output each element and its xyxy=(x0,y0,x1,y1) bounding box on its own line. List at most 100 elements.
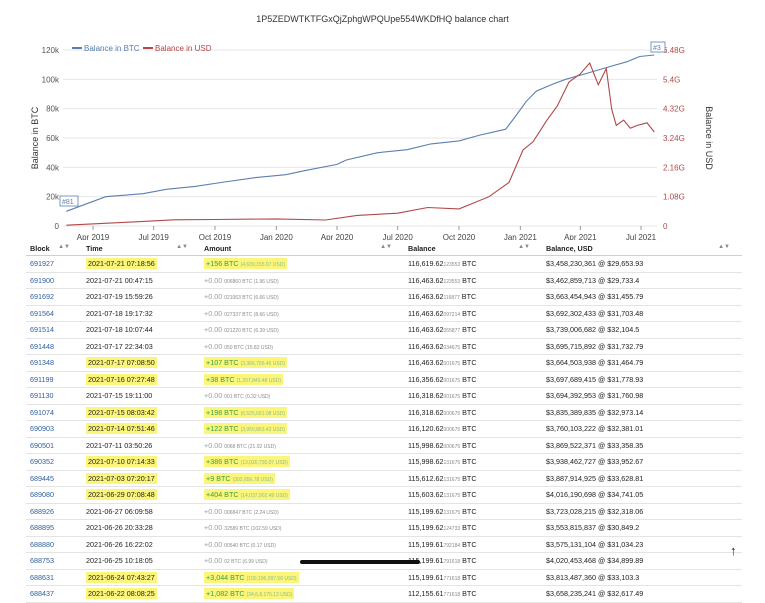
sort-icon[interactable]: ▲▼ xyxy=(518,243,530,250)
block-link[interactable]: 691348 xyxy=(26,354,82,372)
balance-usd-cell: $3,695,715,892 @ $31,732.79 xyxy=(542,338,742,355)
time-cell: 2021-06-24 07:43:27 xyxy=(82,569,200,586)
table-row: 691074 2021-07-15 08:03:42 +198 BTC (6,525… xyxy=(26,404,742,421)
balance-cell: 116,120.62000675 BTC xyxy=(404,420,542,438)
balance-cell: 115,199.61771618 BTC xyxy=(404,569,542,586)
table-row: 691564 2021-07-18 19:17:32 +0.00 027337 BT… xyxy=(26,305,742,322)
block-link[interactable]: 688880 xyxy=(26,536,82,553)
time-cell: 2021-07-16 07:27:48 xyxy=(82,371,200,388)
block-link[interactable]: 691927 xyxy=(26,255,82,273)
balance-usd-cell: $4,016,190,698 @ $34,741.05 xyxy=(542,486,742,504)
balance-usd-cell: $3,813,487,360 @ $33,103.3 xyxy=(542,569,742,586)
series-line-btc xyxy=(66,54,655,212)
flag-end xyxy=(650,41,666,53)
balance-usd-cell: $3,835,389,835 @ $32,973.14 xyxy=(542,404,742,421)
block-link[interactable]: 688895 xyxy=(26,519,82,537)
sort-icon[interactable]: ▲▼ xyxy=(380,243,392,250)
balance-usd-cell: $3,692,302,433 @ $31,703.48 xyxy=(542,305,742,322)
amount-cell: +0.00 0068 BTC (21.92 USD) xyxy=(200,437,404,454)
header-balance[interactable]: Balance ▲▼ xyxy=(404,241,542,256)
balance-cell: 115,998.62131675 BTC xyxy=(404,453,542,471)
sort-icon[interactable]: ▲▼ xyxy=(718,243,730,250)
balance-cell: 116,463.62001675 BTC xyxy=(404,354,542,372)
time-cell: 2021-07-19 15:59:26 xyxy=(82,288,200,306)
amount-cell: +0.00 006847 BTC (2.24 USD) xyxy=(200,503,404,520)
block-link[interactable]: 689080 xyxy=(26,486,82,504)
block-link[interactable]: 689445 xyxy=(26,470,82,487)
balance-usd-cell: $3,938,462,727 @ $33,952.67 xyxy=(542,453,742,471)
balance-cell: 112,155.61771618 BTC xyxy=(404,585,542,603)
amount-cell: +0.00 006860 BTC (1.96 USD) xyxy=(200,272,404,289)
table-row: 691692 2021-07-19 15:59:26 +0.00 021063 BT… xyxy=(26,288,742,306)
balance-usd-cell: $3,869,522,371 @ $33,358.35 xyxy=(542,437,742,454)
amount-cell: +9 BTC (302,656.78 USD) xyxy=(200,470,404,487)
table-row: 691900 2021-07-21 00:47:15 +0.00 006860 BT… xyxy=(26,272,742,289)
sort-icon[interactable]: ▲▼ xyxy=(58,243,70,250)
amount-cell: +38 BTC (1,207,849.48 USD) xyxy=(200,371,404,388)
amount-cell: +0.00 021063 BTC (6.66 USD) xyxy=(200,288,404,306)
balance-usd-cell: $3,664,503,938 @ $31,464.79 xyxy=(542,354,742,372)
block-link[interactable]: 690501 xyxy=(26,437,82,454)
block-link[interactable]: 691448 xyxy=(26,338,82,355)
table-row: 688880 2021-06-26 16:22:02 +0.00 00540 BTC… xyxy=(26,536,742,553)
scroll-up-arrow-icon[interactable]: ↑ xyxy=(730,543,737,558)
y-right-tick-label: 4.32G xyxy=(663,105,685,114)
block-link[interactable]: 688753 xyxy=(26,552,82,570)
amount-cell: +0.00 001 BTC (0.32 USD) xyxy=(200,387,404,405)
balance-cell: 115,612.62131675 BTC xyxy=(404,470,542,487)
balance-usd-cell: $3,739,006,682 @ $32,104.5 xyxy=(542,321,742,339)
block-link[interactable]: 691514 xyxy=(26,321,82,339)
time-cell: 2021-07-18 19:17:32 xyxy=(82,305,200,322)
y-left-tick-label: 120k xyxy=(42,46,60,55)
table-row: 691348 2021-07-17 07:08:50 +107 BTC (3,366… xyxy=(26,354,742,372)
header-amount[interactable]: Amount ▲▼ xyxy=(200,241,404,256)
amount-cell: +3,044 BTC (100,196,097.56 USD) xyxy=(200,569,404,586)
table-row: 691130 2021-07-15 19:11:00 +0.00 001 BTC (… xyxy=(26,387,742,405)
block-link[interactable]: 690903 xyxy=(26,420,82,438)
sort-icon[interactable]: ▲▼ xyxy=(176,243,188,250)
x-tick-label: Apr 2021 xyxy=(564,233,597,240)
balance-cell: 116,463.62055877 BTC xyxy=(404,321,542,339)
x-tick-label: Jul 2020 xyxy=(383,233,414,240)
block-link[interactable]: 691900 xyxy=(26,272,82,289)
flag-end-label: #3 xyxy=(653,45,661,52)
block-link[interactable]: 688437 xyxy=(26,585,82,603)
block-link[interactable]: 691199 xyxy=(26,371,82,388)
flag-start-label: #81 xyxy=(62,199,74,206)
header-balance-usd[interactable]: Balance, USD ▲▼ xyxy=(542,241,742,256)
time-cell: 2021-07-17 22:34:03 xyxy=(82,338,200,355)
amount-cell: +386 BTC (13,020,730.07 USD) xyxy=(200,453,404,471)
balance-usd-cell: $3,760,103,222 @ $32,381.01 xyxy=(542,420,742,438)
header-block[interactable]: Block ▲▼ xyxy=(26,241,82,256)
amount-cell: +404 BTC (14,037,902.49 USD) xyxy=(200,486,404,504)
table-row: 690352 2021-07-10 07:14:33 +386 BTC (13,02… xyxy=(26,453,742,471)
horizontal-scrollbar[interactable] xyxy=(300,560,420,564)
amount-cell: +1,082 BTC (34,6,8,175.13 USD) xyxy=(200,585,404,603)
y-left-axis-title: Balance in BTC xyxy=(30,106,40,169)
balance-cell: 115,998.62000675 BTC xyxy=(404,437,542,454)
block-link[interactable]: 690352 xyxy=(26,453,82,471)
block-link[interactable]: 691074 xyxy=(26,404,82,421)
block-link[interactable]: 691130 xyxy=(26,387,82,405)
balance-cell: 116,463.62123553 BTC xyxy=(404,272,542,289)
time-cell: 2021-06-26 16:22:02 xyxy=(82,536,200,553)
table-row: 691199 2021-07-16 07:27:48 +38 BTC (1,207,… xyxy=(26,371,742,388)
block-link[interactable]: 688631 xyxy=(26,569,82,586)
block-link[interactable]: 691564 xyxy=(26,305,82,322)
block-link[interactable]: 688926 xyxy=(26,503,82,520)
block-link[interactable]: 691692 xyxy=(26,288,82,306)
y-right-tick-label: 3.24G xyxy=(663,134,685,143)
amount-cell: +156 BTC (4,639,155.97 USD) xyxy=(200,255,404,273)
balance-cell: 116,318.62000675 BTC xyxy=(404,404,542,421)
y-left-tick-label: 40k xyxy=(46,163,60,172)
x-tick-label: Apr 2019 xyxy=(77,233,110,240)
x-tick-label: Jan 2020 xyxy=(260,233,293,240)
balance-usd-cell: $3,575,131,104 @ $31,034.23 xyxy=(542,536,742,553)
balance-usd-cell: $3,697,689,415 @ $31,778.93 xyxy=(542,371,742,388)
balance-usd-cell: $3,694,392,953 @ $31,760.98 xyxy=(542,387,742,405)
y-left-tick-label: 60k xyxy=(46,134,60,143)
balance-usd-cell: $3,462,859,713 @ $29,733.4 xyxy=(542,272,742,289)
x-tick-label: Jan 2021 xyxy=(504,233,537,240)
x-tick-label: Jul 2019 xyxy=(139,233,170,240)
header-time[interactable]: Time ▲▼ xyxy=(82,241,200,256)
